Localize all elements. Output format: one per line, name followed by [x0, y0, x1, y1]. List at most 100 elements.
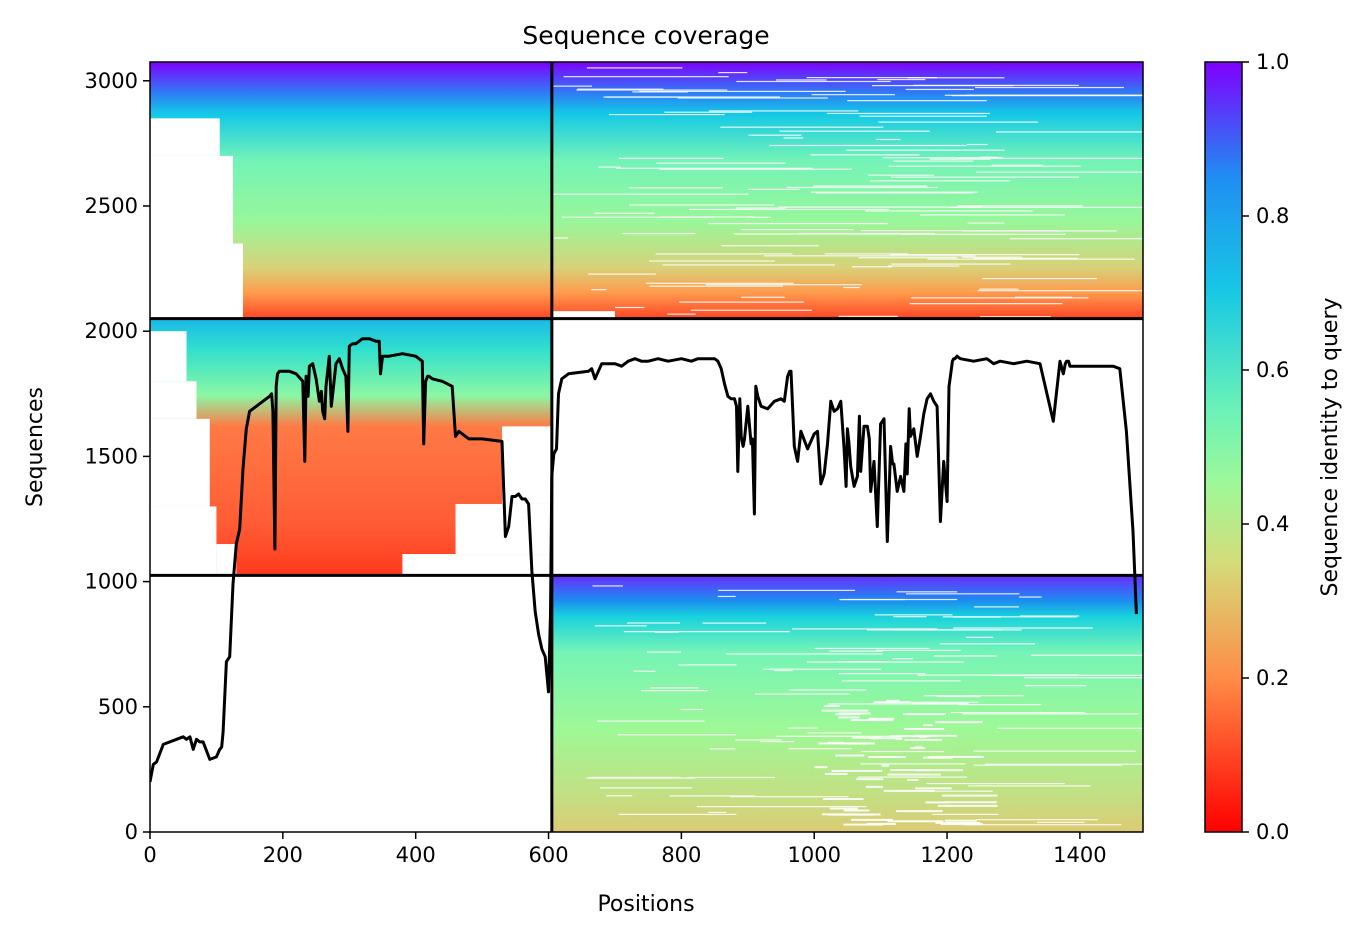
gap-streak: [905, 88, 974, 91]
uncovered-region: [150, 381, 197, 419]
gap-streak: [901, 233, 1066, 235]
y-tick-label: 1500: [85, 444, 138, 468]
gap-streak: [860, 750, 945, 753]
gap-streak: [920, 214, 1065, 216]
gap-streak: [806, 77, 938, 79]
gap-streak: [967, 222, 1005, 224]
gap-streak: [957, 205, 1083, 207]
gap-streak: [888, 165, 1081, 167]
gap-streak: [709, 748, 736, 750]
gap-streak: [905, 593, 1020, 595]
x-tick-label: 0: [143, 843, 156, 867]
gap-streak: [936, 695, 981, 698]
gap-streak: [907, 77, 1005, 79]
gap-streak: [944, 94, 1143, 96]
gap-streak: [650, 687, 699, 689]
gap-streak: [953, 627, 1093, 629]
gap-streak: [829, 807, 858, 810]
gap-streak: [892, 629, 1003, 631]
gap-streak: [662, 264, 835, 266]
gap-streak: [890, 176, 1080, 178]
gap-streak: [933, 655, 997, 657]
gap-streak: [950, 711, 1086, 714]
gap-streak: [850, 818, 893, 821]
gap-streak: [910, 747, 926, 750]
gap-streak: [679, 301, 805, 303]
heatmap-blocks: [150, 62, 1143, 832]
gap-streak: [841, 680, 961, 682]
heatmap-gaps: [150, 67, 1143, 826]
uncovered-region: [502, 426, 552, 504]
gap-streak: [814, 647, 930, 650]
gap-streak: [991, 164, 1044, 166]
coverage-line: [150, 337, 1138, 783]
x-axis: 0 200 400 600 800 1000 1200 1400: [143, 832, 1107, 867]
gap-streak: [1019, 596, 1042, 598]
gap-streak: [1019, 615, 1080, 617]
gap-streak: [736, 80, 891, 83]
gap-streak: [926, 782, 1065, 785]
gap-streak: [1036, 821, 1085, 823]
gap-streak: [1023, 677, 1143, 679]
colorbar-ticks: 0.0 0.2 0.4 0.6 0.8 1.0: [1242, 50, 1289, 844]
gap-streak: [687, 776, 776, 779]
uncovered-region: [150, 331, 187, 382]
gap-streak: [629, 204, 775, 206]
gap-streak: [890, 769, 931, 772]
gap-streak: [655, 253, 793, 255]
gap-streak: [588, 776, 681, 779]
gap-streak: [856, 778, 884, 781]
gap-streak: [740, 296, 785, 298]
gap-streak: [707, 222, 888, 225]
gap-streak: [925, 801, 951, 804]
gap-streak: [904, 738, 942, 741]
gap-streak: [974, 606, 1019, 608]
heatmap-block-top-right: [551, 62, 1143, 319]
gap-streak: [887, 820, 944, 823]
gap-streak: [705, 284, 862, 286]
gap-streak: [779, 130, 930, 132]
gap-streak: [585, 777, 696, 779]
gap-streak: [591, 289, 607, 291]
gap-streak: [893, 160, 974, 162]
gap-streak: [957, 157, 1143, 160]
gap-streak: [717, 595, 736, 598]
gap-streak: [937, 804, 998, 807]
gap-streak: [916, 769, 963, 772]
gap-streak: [944, 819, 977, 822]
colorbar-tick-label: 0.0: [1256, 820, 1289, 844]
gap-streak: [928, 790, 993, 792]
gap-streak: [858, 257, 958, 259]
gap-streak: [576, 89, 728, 91]
gap-streak: [882, 157, 1003, 159]
gap-streak: [664, 111, 753, 113]
gap-streak: [961, 256, 1023, 258]
uncovered-region: [150, 506, 217, 576]
gap-streak: [868, 717, 895, 720]
gap-streak: [838, 712, 871, 715]
gap-streak: [826, 112, 990, 115]
gap-streak: [941, 794, 998, 797]
gap-streak: [827, 703, 913, 705]
gap-streak: [769, 144, 967, 147]
gap-streak: [654, 631, 679, 633]
gap-streak: [725, 653, 883, 655]
gap-streak: [940, 823, 983, 826]
gap-streak: [893, 616, 927, 618]
gap-streak: [815, 192, 973, 194]
gap-streak: [831, 769, 883, 772]
gap-streak: [561, 216, 714, 218]
gap-streak: [903, 713, 947, 716]
gap-streak: [860, 229, 1059, 232]
gap-streak: [867, 174, 935, 176]
gap-streak: [639, 90, 846, 92]
gap-streak: [840, 598, 958, 601]
gap-streak: [718, 71, 748, 74]
gap-streak: [615, 306, 645, 309]
gap-streak: [870, 737, 902, 740]
x-tick-label: 800: [661, 843, 701, 867]
gap-streak: [818, 742, 875, 745]
gap-streak: [942, 616, 1077, 618]
gap-streak: [859, 115, 987, 117]
gap-streak: [708, 811, 727, 814]
